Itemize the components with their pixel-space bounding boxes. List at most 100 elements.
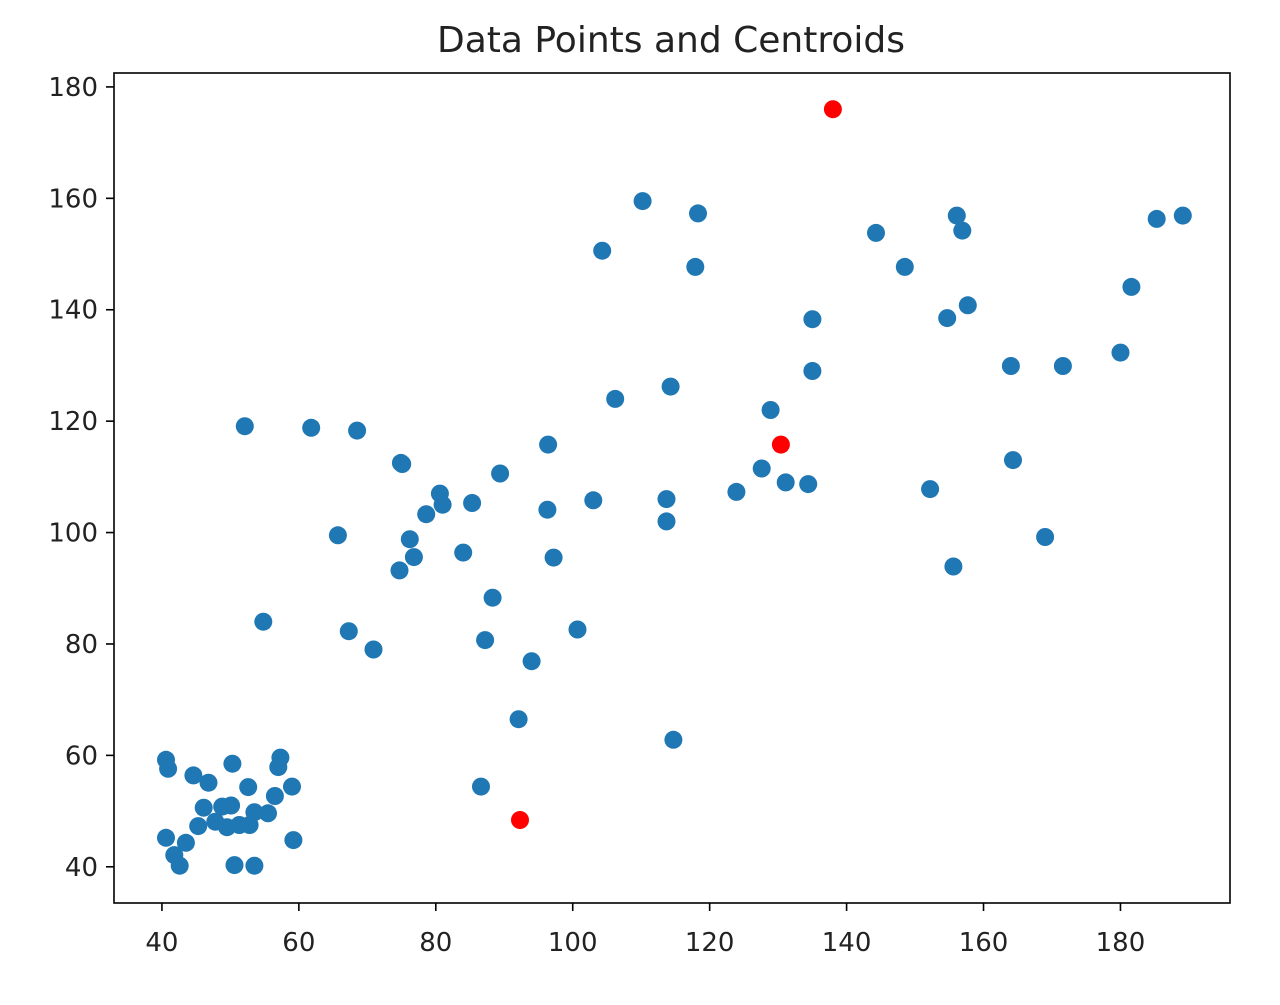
data-point-72 <box>895 257 914 276</box>
data-point-68 <box>799 475 818 494</box>
data-point-62 <box>686 257 705 276</box>
data-point-52 <box>544 548 563 567</box>
data-point-86 <box>1173 206 1192 225</box>
x-tick-label: 60 <box>282 928 315 958</box>
data-point-41 <box>433 495 452 514</box>
data-point-27 <box>283 777 301 796</box>
data-point-74 <box>938 309 957 328</box>
data-point-83 <box>1111 343 1130 362</box>
data-point-28 <box>284 831 303 850</box>
y-tick-label: 160 <box>48 184 98 214</box>
data-point-51 <box>539 435 558 454</box>
data-point-78 <box>958 296 977 315</box>
data-point-73 <box>921 480 940 499</box>
data-point-44 <box>472 777 490 796</box>
data-point-7 <box>189 817 208 836</box>
x-tick-label: 40 <box>145 928 178 958</box>
data-point-56 <box>606 389 625 408</box>
data-point-2 <box>157 828 175 847</box>
x-axis: 40 60 80 100 120 140 160 180 <box>145 903 1145 958</box>
data-point-21 <box>245 803 264 822</box>
data-point-4 <box>170 856 189 875</box>
data-point-58 <box>657 490 676 509</box>
data-point-75 <box>944 557 963 576</box>
data-point-80 <box>1004 451 1022 470</box>
centroid-point-0 <box>511 811 529 829</box>
data-point-5 <box>176 833 195 852</box>
data-point-61 <box>664 730 683 749</box>
y-tick-label: 100 <box>48 519 98 549</box>
data-point-50 <box>538 500 557 519</box>
data-point-39 <box>417 505 436 524</box>
data-point-24 <box>265 787 284 805</box>
data-point-26 <box>271 748 290 767</box>
x-tick-label: 80 <box>419 928 452 958</box>
data-point-77 <box>953 221 972 240</box>
data-point-66 <box>761 401 780 419</box>
data-point-9 <box>199 773 218 792</box>
y-tick-label: 120 <box>48 407 98 437</box>
x-tick-label: 100 <box>548 928 598 958</box>
data-point-34 <box>390 561 409 580</box>
data-point-18 <box>239 778 258 797</box>
data-point-71 <box>867 223 885 242</box>
data-point-60 <box>661 377 680 396</box>
y-tick-label: 60 <box>65 741 98 771</box>
data-point-8 <box>194 798 213 817</box>
data-point-32 <box>348 421 367 440</box>
data-point-15 <box>225 856 244 875</box>
data-point-85 <box>1147 209 1166 228</box>
data-point-81 <box>1036 528 1055 546</box>
data-point-65 <box>752 459 771 478</box>
data-point-1 <box>159 759 178 778</box>
data-point-6 <box>184 766 203 785</box>
data-point-43 <box>463 494 482 512</box>
x-tick-label: 180 <box>1096 928 1146 958</box>
data-point-17 <box>235 417 254 436</box>
data-point-23 <box>259 804 277 823</box>
data-point-20 <box>245 856 264 875</box>
data-point-31 <box>339 622 358 641</box>
data-point-37 <box>400 530 419 549</box>
centroid-point-2 <box>823 100 842 119</box>
data-point-47 <box>491 464 510 483</box>
data-point-45 <box>476 631 495 650</box>
y-tick-label: 180 <box>48 73 98 103</box>
data-point-64 <box>727 482 746 501</box>
data-point-55 <box>593 241 612 260</box>
chart-title: Data Points and Centroids <box>437 20 905 61</box>
data-point-29 <box>302 418 321 437</box>
data-point-54 <box>584 491 603 510</box>
data-point-22 <box>254 612 273 631</box>
data-point-49 <box>522 652 541 671</box>
data-point-63 <box>689 204 707 223</box>
x-tick-label: 160 <box>959 928 1009 958</box>
data-point-42 <box>454 543 473 562</box>
data-point-30 <box>328 526 347 545</box>
data-point-53 <box>568 620 587 639</box>
data-point-46 <box>483 588 502 607</box>
x-tick-label: 140 <box>822 928 872 958</box>
data-point-13 <box>222 796 241 815</box>
data-point-76 <box>947 206 966 225</box>
y-tick-label: 40 <box>65 853 98 883</box>
points-layer <box>157 100 1192 875</box>
data-point-59 <box>657 512 676 531</box>
data-point-48 <box>509 710 528 729</box>
data-point-69 <box>803 310 822 329</box>
data-point-70 <box>803 362 822 380</box>
data-point-36 <box>393 455 412 473</box>
y-tick-label: 80 <box>65 630 98 660</box>
data-point-67 <box>776 473 795 492</box>
x-tick-label: 120 <box>685 928 735 958</box>
data-point-57 <box>633 192 652 211</box>
data-point-79 <box>1001 357 1020 375</box>
plot-area-frame <box>113 72 1231 904</box>
y-tick-label: 140 <box>48 296 98 326</box>
data-point-82 <box>1053 357 1072 375</box>
data-point-84 <box>1122 277 1141 296</box>
data-point-14 <box>223 754 242 773</box>
data-point-38 <box>404 548 423 567</box>
y-axis: 40 60 80 100 120 140 160 180 <box>48 73 114 883</box>
